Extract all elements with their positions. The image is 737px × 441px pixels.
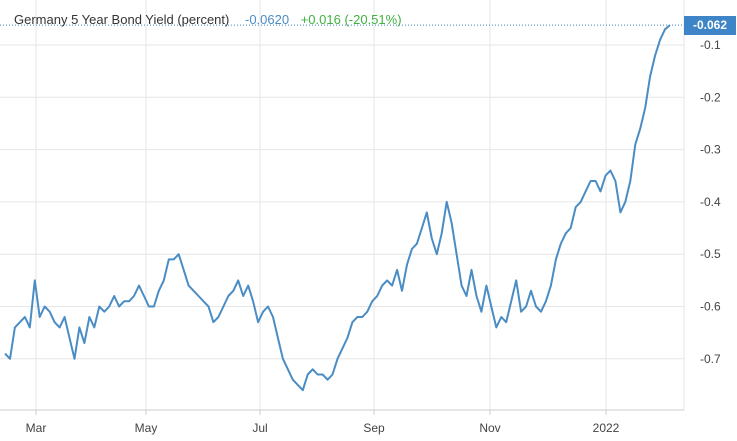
y-tick-label: -0.2	[700, 90, 721, 104]
x-tick-label: Sep	[363, 421, 385, 435]
x-tick-label: Nov	[479, 421, 500, 435]
y-tick-label: -0.6	[700, 300, 721, 314]
y-tick-label: -0.4	[700, 195, 721, 209]
x-tick-label: May	[135, 421, 158, 435]
y-axis: -0.1 -0.2 -0.3 -0.4 -0.5 -0.6 -0.7	[683, 0, 721, 410]
legend-value: -0.0620	[244, 12, 290, 27]
legend-title: Germany 5 Year Bond Yield (percent)	[14, 12, 230, 27]
legend-change: +0.016 (-20.51%)	[300, 12, 402, 27]
y-tick-label: -0.7	[700, 352, 721, 366]
y-tick-label: -0.5	[700, 247, 721, 261]
y-tick-label: -0.3	[700, 143, 721, 157]
x-axis: Mar May Jul Sep Nov 2022	[0, 409, 684, 435]
x-tick-label: 2022	[593, 421, 620, 435]
x-tick-label: Jul	[252, 421, 267, 435]
last-value-tag: -0.062	[684, 16, 736, 35]
chart-grid	[0, 0, 684, 410]
y-tick-label: -0.1	[700, 38, 721, 52]
chart-legend: Germany 5 Year Bond Yield (percent) -0.0…	[14, 12, 402, 27]
series-line-bond-yield	[4, 24, 671, 392]
x-tick-label: Mar	[26, 421, 47, 435]
